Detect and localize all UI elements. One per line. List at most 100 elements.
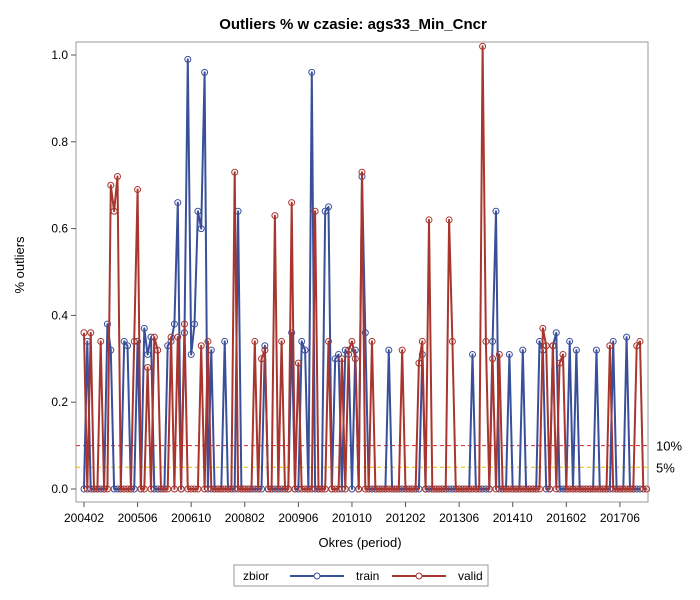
data-point: [335, 350, 343, 358]
data-point: [502, 485, 510, 493]
data-point: [278, 337, 286, 345]
data-point: [469, 485, 477, 493]
x-tick-label: 201410: [493, 511, 533, 525]
data-point: [234, 485, 242, 493]
data-point: [398, 346, 406, 354]
data-point: [288, 199, 296, 207]
data-point: [124, 485, 132, 493]
data-point: [361, 485, 369, 493]
data-point: [140, 485, 148, 493]
data-point: [412, 485, 420, 493]
data-point: [298, 485, 306, 493]
data-point: [258, 355, 266, 363]
data-point: [623, 485, 631, 493]
data-point: [495, 350, 503, 358]
y-tick-label: 0.8: [51, 135, 68, 149]
data-point: [244, 485, 252, 493]
data-point: [472, 485, 480, 493]
data-point: [432, 485, 440, 493]
data-point: [351, 346, 359, 354]
data-point: [348, 485, 356, 493]
data-point: [455, 485, 463, 493]
data-point: [569, 485, 577, 493]
data-point: [321, 485, 329, 493]
data-point: [110, 485, 118, 493]
plot-area: 0.0 0.2 0.4 0.6 0.8 1.0 200402 200506 200610 2008…: [51, 41, 682, 525]
data-point: [375, 485, 383, 493]
data-point: [361, 329, 369, 337]
data-point: [633, 342, 641, 350]
data-point: [298, 337, 306, 345]
data-point: [345, 346, 353, 354]
data-point: [559, 350, 567, 358]
data-point: [482, 337, 490, 345]
data-point: [328, 485, 336, 493]
data-point: [318, 485, 326, 493]
data-point: [596, 485, 604, 493]
data-point: [150, 333, 158, 341]
data-point: [515, 485, 523, 493]
data-point: [224, 485, 232, 493]
data-point: [211, 485, 219, 493]
data-point: [251, 337, 259, 345]
data-point: [308, 68, 316, 76]
data-point: [160, 485, 168, 493]
data-point: [221, 337, 229, 345]
data-point: [197, 225, 205, 233]
data-point: [422, 485, 430, 493]
data-point: [489, 337, 497, 345]
data-point: [405, 485, 413, 493]
chart-title: Outliers % w czasie: ags33_Min_Cncr: [219, 16, 487, 33]
data-point: [87, 329, 95, 337]
data-point: [582, 485, 590, 493]
data-point: [241, 485, 249, 493]
data-point: [268, 485, 276, 493]
data-point: [589, 485, 597, 493]
data-point: [579, 485, 587, 493]
data-point: [187, 350, 195, 358]
legend-entry: train: [356, 569, 379, 583]
data-point: [536, 485, 544, 493]
data-point: [348, 337, 356, 345]
data-point: [291, 485, 299, 493]
y-tick-label: 0.2: [51, 395, 68, 409]
data-point: [321, 207, 329, 215]
data-point: [100, 485, 108, 493]
data-point: [623, 333, 631, 341]
data-point: [90, 485, 98, 493]
data-point: [325, 337, 333, 345]
data-point: [351, 355, 359, 363]
data-point: [358, 168, 366, 176]
data-point: [418, 337, 426, 345]
data-point: [552, 485, 560, 493]
data-point: [237, 485, 245, 493]
data-point: [117, 485, 125, 493]
data-point: [177, 485, 185, 493]
data-point: [546, 485, 554, 493]
data-point: [274, 485, 282, 493]
x-tick-label: 201306: [439, 511, 479, 525]
data-point: [552, 329, 560, 337]
data-point: [425, 216, 433, 224]
data-point: [97, 337, 105, 345]
data-point: [613, 485, 621, 493]
legend-box: [233, 564, 489, 587]
data-point: [254, 485, 262, 493]
data-point: [556, 359, 564, 367]
data-point: [93, 485, 101, 493]
x-tick-label: 201202: [386, 511, 426, 525]
data-point: [606, 342, 614, 350]
data-point: [264, 485, 272, 493]
data-point: [643, 485, 651, 493]
data-point: [549, 342, 557, 350]
data-point: [371, 485, 379, 493]
data-point: [572, 346, 580, 354]
data-point: [80, 329, 88, 337]
legend: zbior train valid: [233, 564, 489, 587]
legend-title: zbior: [243, 569, 269, 583]
data-point: [113, 173, 121, 181]
data-point: [566, 485, 574, 493]
data-point: [485, 485, 493, 493]
data-point: [144, 350, 152, 358]
